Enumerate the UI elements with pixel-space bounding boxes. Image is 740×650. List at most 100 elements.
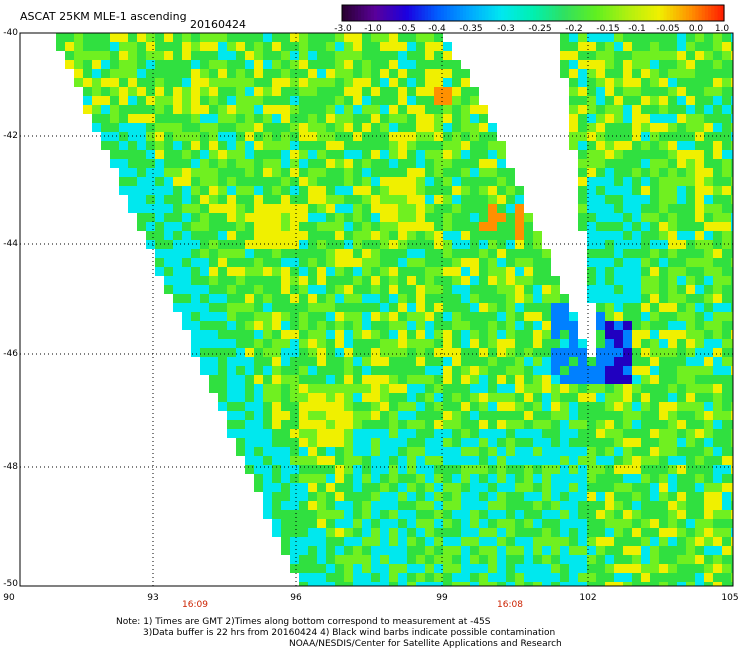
swath-cell [119,105,128,114]
swath-cell [92,87,101,96]
swath-cell [362,510,371,519]
swath-cell [425,573,434,582]
swath-cell [245,366,254,375]
swath-cell [704,123,713,132]
swath-cell [272,69,281,78]
swath-cell [713,60,722,69]
swath-cell [290,114,299,123]
swath-cell [218,105,227,114]
swath-cell [389,510,398,519]
swath-cell [542,555,551,564]
swath-cell [623,348,632,357]
swath-cell [119,87,128,96]
swath-cell [272,465,281,474]
swath-cell [281,42,290,51]
swath-cell [578,96,587,105]
colorbar-segment [383,5,388,21]
swath-cell [641,384,650,393]
swath-cell [425,159,434,168]
swath-cell [407,258,416,267]
swath-cell [236,267,245,276]
swath-cell [677,195,686,204]
swath-cell [533,537,542,546]
swath-cell [461,141,470,150]
swath-cell [587,438,596,447]
swath-cell [389,555,398,564]
swath-cell [461,249,470,258]
swath-cell [182,114,191,123]
swath-cell [497,357,506,366]
swath-cell [407,303,416,312]
swath-cell [677,384,686,393]
swath-cell [641,519,650,528]
swath-cell [641,528,650,537]
swath-cell [416,60,425,69]
swath-cell [695,69,704,78]
swath-cell [263,177,272,186]
swath-cell [227,42,236,51]
swath-cell [344,546,353,555]
swath-cell [362,150,371,159]
swath-cell [614,60,623,69]
swath-cell [398,573,407,582]
swath-cell [389,69,398,78]
swath-cell [587,465,596,474]
swath-cell [56,33,65,42]
swath-cell [191,123,200,132]
swath-cell [569,564,578,573]
swath-cell [434,267,443,276]
swath-cell [254,384,263,393]
swath-cell [317,366,326,375]
swath-cell [362,375,371,384]
swath-cell [704,357,713,366]
swath-cell [596,546,605,555]
swath-cell [389,159,398,168]
swath-cell [623,132,632,141]
swath-cell [371,564,380,573]
swath-cell [497,375,506,384]
swath-cell [317,303,326,312]
swath-cell [605,177,614,186]
swath-cell [146,96,155,105]
swath-cell [542,492,551,501]
swath-cell [677,150,686,159]
swath-cell [650,465,659,474]
swath-cell [578,339,587,348]
swath-cell [452,402,461,411]
swath-cell [290,510,299,519]
swath-cell [614,96,623,105]
colorbar-segment [571,5,575,21]
swath-cell [641,393,650,402]
swath-cell [731,51,733,60]
swath-cell [479,546,488,555]
swath-cell [551,519,560,528]
swath-cell [479,123,488,132]
swath-cell [587,186,596,195]
swath-cell [290,438,299,447]
swath-cell [587,447,596,456]
swath-cell [443,546,452,555]
swath-cell [695,501,704,510]
swath-cell [722,159,731,168]
swath-cell [713,537,722,546]
swath-cell [668,87,677,96]
swath-cell [623,564,632,573]
swath-cell [677,159,686,168]
swath-cell [569,537,578,546]
swath-cell [398,420,407,429]
swath-cell [110,33,119,42]
swath-cell [299,42,308,51]
swath-cell [632,78,641,87]
swath-cell [227,375,236,384]
swath-cell [659,546,668,555]
swath-cell [200,141,209,150]
swath-cell [452,168,461,177]
swath-cell [623,528,632,537]
swath-cell [596,537,605,546]
swath-cell [551,312,560,321]
swath-cell [695,456,704,465]
swath-cell [569,411,578,420]
swath-cell [650,303,659,312]
swath-cell [434,375,443,384]
swath-cell [425,519,434,528]
